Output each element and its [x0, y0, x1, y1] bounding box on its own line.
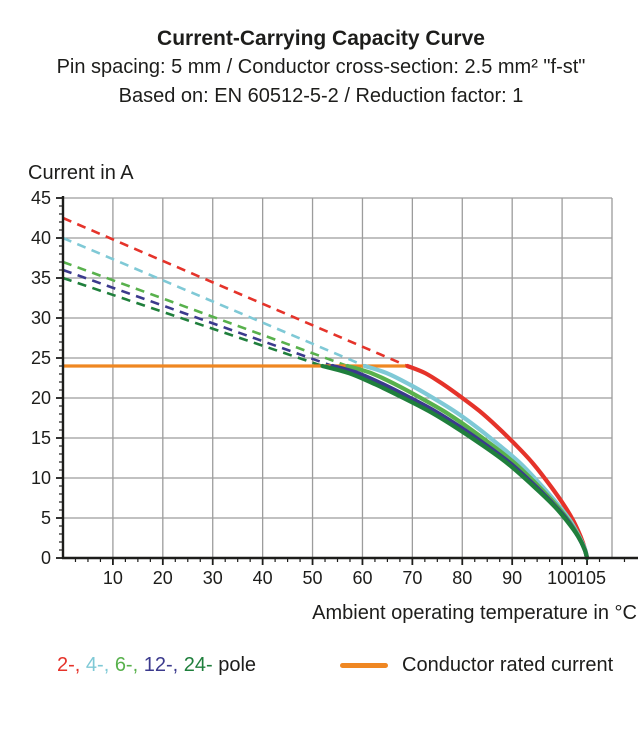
- y-tick-label: 45: [31, 188, 51, 208]
- x-tick-label: 80: [452, 568, 472, 588]
- y-tick-label: 15: [31, 428, 51, 448]
- curve-2-pole-dashed: [62, 216, 408, 368]
- curve-12-pole-dashed: [62, 268, 333, 368]
- x-tick-label: 30: [203, 568, 223, 588]
- conductor-rated-current-label: Conductor rated current: [402, 654, 614, 676]
- curve-24-pole-dashed: [62, 276, 323, 368]
- pole-legend: 2-, 4-, 6-, 12-, 24- pole: [57, 654, 256, 677]
- conductor-rated-current-swatch: [340, 663, 388, 668]
- y-tick-label: 10: [31, 468, 51, 488]
- y-axis-title: Current in A: [28, 162, 134, 184]
- x-tick-label: 70: [402, 568, 422, 588]
- chart-subtitle-pin-spacing: Pin spacing: 5 mm / Conductor cross-sect…: [56, 56, 586, 78]
- y-tick-label: 5: [41, 508, 51, 528]
- curve-2-pole-solid: [405, 363, 590, 561]
- curve-24-pole-solid: [320, 363, 590, 561]
- conductor-rated-current-legend: Conductor rated current: [340, 654, 613, 677]
- chart-title: Current-Carrying Capacity Curve: [157, 27, 485, 50]
- pole-legend-suffix: pole: [218, 654, 257, 676]
- curve-6-pole-dashed: [62, 260, 348, 368]
- x-tick-label: 90: [502, 568, 522, 588]
- x-axis-title: Ambient operating temperature in °C: [312, 602, 637, 624]
- pole-legend-item: 6-,: [114, 654, 144, 676]
- y-tick-label: 0: [41, 548, 51, 568]
- y-tick-label: 40: [31, 228, 51, 248]
- y-tick-label: 35: [31, 268, 51, 288]
- x-tick-label: 60: [352, 568, 372, 588]
- pole-legend-items: 2-, 4-, 6-, 12-, 24-: [57, 654, 218, 676]
- title-block: Current-Carrying Capacity Curve Pin spac…: [0, 24, 642, 111]
- y-tick-label: 25: [31, 348, 51, 368]
- x-tick-label: 105: [576, 568, 606, 588]
- x-tick-label: 100: [547, 568, 577, 588]
- x-tick-label: 10: [103, 568, 123, 588]
- curve-6-pole-solid: [345, 363, 590, 561]
- curve-4-pole-dashed: [62, 236, 366, 368]
- y-tick-label: 20: [31, 388, 51, 408]
- x-tick-label: 50: [303, 568, 323, 588]
- pole-legend-item: 4-,: [85, 654, 115, 676]
- pole-legend-item: 24-: [183, 654, 219, 676]
- legend-row: 2-, 4-, 6-, 12-, 24- pole Conductor rate…: [0, 654, 642, 682]
- y-tick-label: 30: [31, 308, 51, 328]
- pole-legend-item: 2-,: [57, 654, 86, 676]
- x-tick-label: 40: [253, 568, 273, 588]
- x-tick-label: 20: [153, 568, 173, 588]
- chart-subtitle-standard: Based on: EN 60512-5-2 / Reduction facto…: [118, 85, 524, 107]
- pole-legend-item: 12-,: [143, 654, 184, 676]
